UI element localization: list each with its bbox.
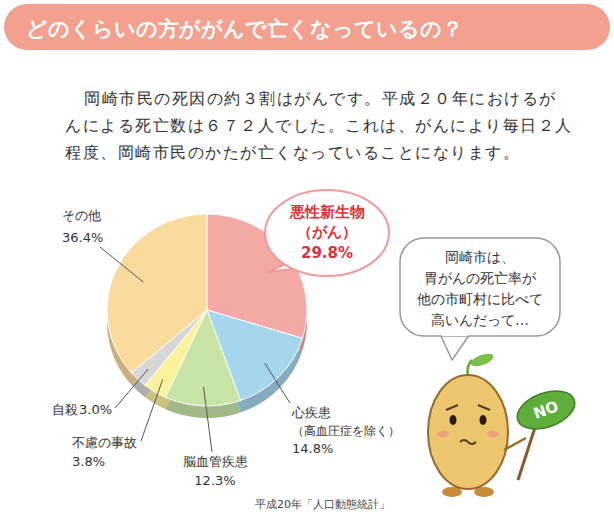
category-label: 不慮の事故 — [72, 435, 137, 450]
paragraph-line: 岡崎市民の死因の約３割はがんです。平成２０年におけるが — [84, 89, 557, 108]
leader-line — [265, 363, 290, 403]
character-eye — [480, 415, 487, 425]
slice — [107, 214, 207, 373]
speech-text: 岡崎市は、 — [445, 249, 515, 265]
paragraph-line: 程度、岡崎市民のかたが亡くなっていることになります。 — [65, 143, 520, 162]
value-label: 36.4% — [62, 230, 103, 245]
category-label-line: 脳血管疾患 — [183, 454, 248, 469]
category-label-line: その他 — [62, 208, 101, 223]
character-eye — [450, 415, 457, 425]
category-label-line: 心疾患 — [291, 405, 331, 420]
label-bubble — [265, 190, 389, 276]
character-cheek — [437, 431, 449, 438]
category-label: 自殺 — [52, 402, 78, 417]
value-label: 12.3% — [194, 473, 235, 488]
canvas: どのくらいの方ががんで亡くなっているの？ 岡崎市民の死因の約３割はがんです。平成２… — [0, 0, 614, 528]
category-label-line: （がん） — [297, 223, 357, 241]
labels: 悪性新生物 （がん） 29.8% 心疾患 （高血圧症を除く） 14.8% 脳血管疾患 12.3… — [52, 190, 400, 488]
paragraph-line: んによる死亡数は６７２人でした。これは、がんにより毎日２人 — [65, 116, 573, 135]
character-brow — [446, 405, 458, 410]
character-mouth — [460, 440, 476, 444]
character-arm — [504, 438, 526, 450]
character-brow — [478, 405, 490, 410]
speech-bubble — [400, 238, 560, 336]
category-label-line: 不慮の事故 — [72, 435, 137, 450]
leader-line — [115, 369, 148, 408]
speech-text: 高いんだって… — [431, 312, 529, 328]
category-label: 悪性新生物 （がん） — [289, 203, 365, 241]
category-label: その他 — [62, 208, 101, 223]
value-label: 3.0% — [79, 402, 112, 417]
value-label: 3.8% — [72, 454, 105, 469]
leader-line — [203, 387, 212, 452]
speech-bubble-tail — [440, 334, 470, 360]
character-leaf — [469, 351, 495, 369]
category-label-line: （高血圧症を除く） — [292, 424, 400, 438]
title: どのくらいの方ががんで亡くなっているの？ — [26, 17, 463, 41]
category-label: 心疾患 （高血圧症を除く） — [291, 405, 400, 438]
leader-line — [141, 380, 163, 441]
value-label: 14.8% — [292, 441, 333, 456]
sign: NO — [512, 384, 580, 480]
speech-text: 他の市町村に比べて — [417, 291, 543, 307]
category-label: 脳血管疾患 — [183, 454, 248, 469]
leader-line — [100, 247, 143, 282]
character — [428, 351, 526, 497]
character-body — [428, 375, 508, 489]
value-label: 29.8% — [301, 244, 353, 262]
title-banner — [4, 4, 610, 50]
sign-leaf — [512, 384, 580, 436]
speech-bubble-group: 岡崎市は、胃がんの死亡率が他の市町村に比べて高いんだって… — [400, 238, 560, 360]
source: 平成20年「人口動態統計」 — [255, 498, 390, 511]
speech-text: 胃がんの死亡率が — [424, 270, 537, 286]
category-label-line: 悪性新生物 — [289, 203, 365, 221]
speech-bubble-tail-cover — [442, 332, 468, 336]
character-cheek — [487, 431, 499, 438]
sign-text: NO — [531, 397, 561, 423]
